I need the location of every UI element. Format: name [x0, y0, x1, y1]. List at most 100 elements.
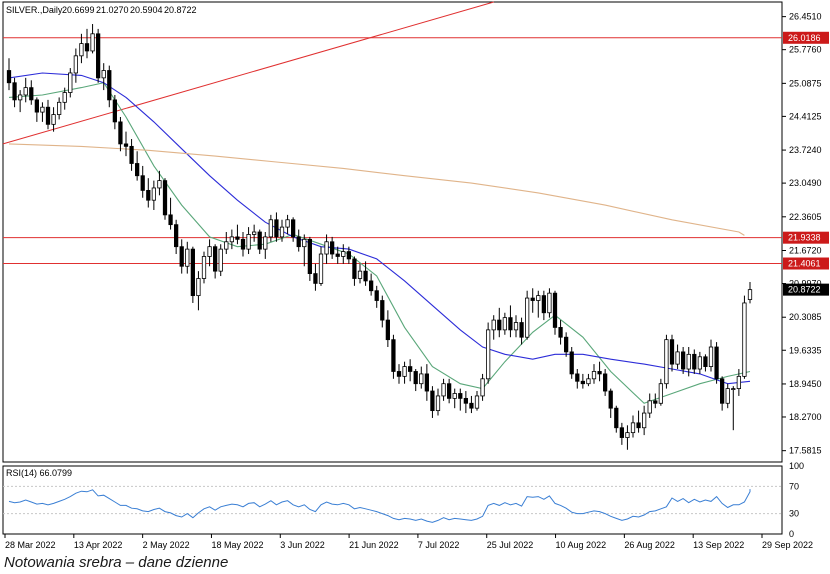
candle-body	[73, 55, 78, 74]
rsi-tick-label: 30	[789, 509, 799, 519]
candle	[279, 219, 285, 242]
candle-body	[62, 92, 67, 103]
candle-body	[385, 319, 390, 341]
candle	[157, 170, 162, 196]
chart-header-low: 20.5904	[130, 5, 163, 15]
candle	[151, 180, 156, 210]
candle-body	[575, 373, 580, 382]
candle	[725, 383, 730, 409]
y-tick-label: 18.2700	[789, 412, 822, 422]
candle	[630, 415, 636, 438]
candle	[369, 273, 374, 296]
candle	[519, 317, 524, 345]
candle-body	[720, 378, 725, 404]
candle-body	[474, 395, 480, 409]
candle	[575, 369, 580, 389]
candle	[168, 197, 173, 230]
y-tick-label: 20.9970	[789, 279, 822, 289]
candle	[591, 364, 597, 384]
candle	[675, 344, 680, 370]
candle-body	[101, 70, 106, 79]
candle	[235, 224, 240, 245]
candle-body	[257, 231, 262, 250]
y-tick-label: 17.5815	[789, 446, 822, 456]
candle-body	[742, 302, 747, 377]
rsi-label: RSI(14) 66.0799	[6, 468, 72, 478]
candle	[569, 347, 574, 379]
y-tick-label: 19.6335	[789, 345, 822, 355]
candle-body	[12, 82, 17, 101]
candle	[658, 378, 663, 406]
candle-body	[29, 87, 34, 101]
candle-body	[725, 388, 730, 404]
candle	[463, 391, 468, 414]
candle	[714, 342, 719, 384]
candle	[452, 388, 457, 409]
candle-body	[90, 33, 95, 52]
level-price-label: 21.9338	[788, 233, 821, 243]
candle-body	[374, 290, 379, 301]
y-tick-label: 20.3085	[789, 312, 822, 322]
candle	[664, 334, 669, 389]
x-tick-label: 28 Mar 2022	[5, 540, 56, 550]
candle-body	[229, 236, 234, 243]
candle	[34, 97, 39, 122]
candle-body	[174, 224, 179, 248]
x-tick-label: 3 Jun 2022	[280, 540, 325, 550]
candle	[45, 99, 51, 130]
candle	[302, 234, 307, 267]
candle-body	[658, 383, 663, 404]
candle-body	[491, 319, 496, 331]
candle	[162, 178, 168, 220]
candle-body	[302, 238, 307, 248]
rsi-tick-label: 70	[789, 481, 799, 491]
candle-body	[636, 422, 641, 429]
candle	[396, 364, 402, 384]
candle	[391, 334, 396, 379]
candle	[257, 229, 262, 255]
candle-body	[224, 241, 229, 250]
candle-body	[57, 101, 62, 115]
candle-body	[497, 319, 502, 331]
candlestick-chart: 26.4510 25.7760 25.0875 24.4125 23.7240 23.04…	[2, 1, 829, 550]
candle	[647, 393, 652, 418]
candle-body	[218, 248, 223, 272]
candle-body	[603, 373, 608, 392]
candle-body	[252, 231, 257, 235]
candle	[129, 139, 134, 171]
candle-body	[341, 251, 346, 257]
candle-body	[480, 378, 485, 397]
candle	[363, 261, 368, 286]
candle	[107, 65, 112, 108]
candle	[185, 241, 190, 274]
candle	[190, 246, 195, 303]
candle-body	[647, 400, 652, 414]
candle	[552, 290, 558, 335]
candle	[357, 263, 363, 284]
candle	[525, 290, 530, 340]
candle-body	[68, 72, 73, 93]
candle	[603, 369, 608, 396]
candle-body	[536, 295, 541, 301]
candle-body	[619, 427, 624, 438]
candle-body	[335, 253, 340, 257]
candle	[508, 305, 513, 338]
candle-body	[79, 43, 84, 57]
candle-body	[201, 256, 207, 279]
candle-body	[279, 226, 285, 238]
candle	[697, 351, 702, 374]
candle	[201, 251, 207, 284]
x-tick-label: 7 Jul 2022	[418, 540, 460, 550]
candle-body	[708, 346, 714, 367]
candle	[240, 232, 246, 257]
candle	[62, 87, 67, 110]
candle-body	[135, 163, 140, 177]
candle	[179, 239, 184, 274]
candle-body	[246, 234, 251, 250]
candle-body	[196, 278, 201, 297]
candle	[469, 395, 474, 414]
candle-body	[45, 106, 51, 125]
candle-body	[268, 219, 273, 238]
candle-body	[580, 380, 585, 385]
candle-body	[157, 180, 162, 189]
